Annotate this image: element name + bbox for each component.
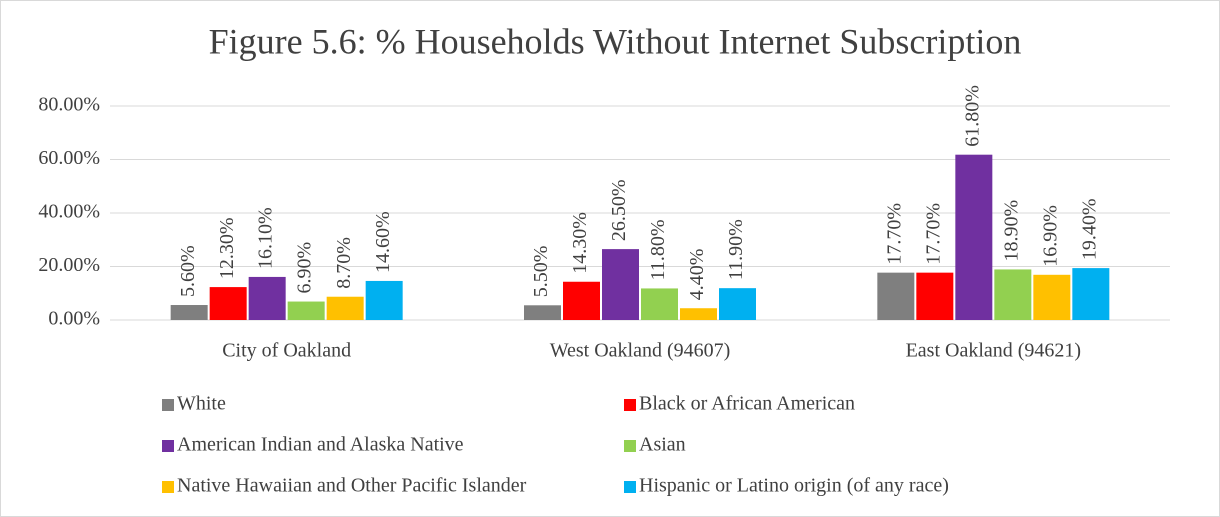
bar (326, 296, 364, 320)
data-label: 16.90% (1039, 205, 1061, 267)
bar (287, 301, 325, 320)
bar (719, 288, 756, 320)
x-tick-label: West Oakland (94607) (550, 340, 731, 362)
data-label: 18.90% (1000, 200, 1022, 262)
bar (170, 305, 208, 320)
data-label: 5.60% (177, 245, 199, 297)
data-label: 16.10% (255, 207, 277, 269)
bar (602, 249, 639, 320)
bar (365, 280, 403, 320)
data-label: 12.30% (216, 217, 238, 279)
y-tick-label: 0.00% (48, 308, 100, 330)
bar (1033, 274, 1071, 320)
chart-title: Figure 5.6: % Households Without Interne… (209, 21, 1022, 61)
y-tick-label: 60.00% (38, 147, 100, 169)
bar (955, 154, 993, 320)
data-label: 14.60% (372, 211, 394, 273)
x-tick-label: City of Oakland (222, 340, 351, 362)
y-tick-label: 80.00% (38, 94, 100, 116)
data-label: 17.70% (883, 203, 905, 265)
legend-swatch (162, 399, 174, 411)
bar (680, 308, 717, 320)
x-tick-label: East Oakland (94621) (906, 340, 1082, 362)
legend-label: Hispanic or Latino origin (of any race) (639, 475, 949, 497)
data-label: 14.30% (569, 212, 591, 274)
legend-label: American Indian and Alaska Native (177, 434, 464, 456)
bar (994, 269, 1032, 320)
bar (916, 272, 954, 320)
bar (877, 272, 915, 320)
legend-swatch (624, 440, 636, 452)
data-label: 5.50% (530, 246, 552, 298)
bar (248, 276, 286, 320)
legend-swatch (624, 481, 636, 493)
legend-label: Asian (639, 434, 686, 456)
y-tick-label: 40.00% (38, 201, 100, 223)
data-label: 11.80% (647, 220, 669, 281)
bar (1072, 268, 1110, 320)
data-label: 6.90% (294, 242, 316, 294)
data-label: 26.50% (608, 179, 630, 241)
data-label: 11.90% (725, 219, 747, 280)
legend-swatch (162, 440, 174, 452)
legend-label: Black or African American (639, 393, 855, 415)
data-label: 61.80% (961, 85, 983, 147)
y-tick-label: 20.00% (38, 254, 100, 276)
data-label: 19.40% (1078, 198, 1100, 260)
data-label: 17.70% (922, 203, 944, 265)
bar (641, 288, 678, 320)
legend-swatch (624, 399, 636, 411)
bar (209, 287, 247, 320)
legend-swatch (162, 481, 174, 493)
legend-label: Native Hawaiian and Other Pacific Island… (177, 475, 527, 497)
data-label: 4.40% (686, 249, 708, 301)
bar (563, 281, 600, 320)
bar (524, 305, 561, 320)
legend-label: White (177, 393, 226, 415)
data-label: 8.70% (333, 237, 355, 289)
